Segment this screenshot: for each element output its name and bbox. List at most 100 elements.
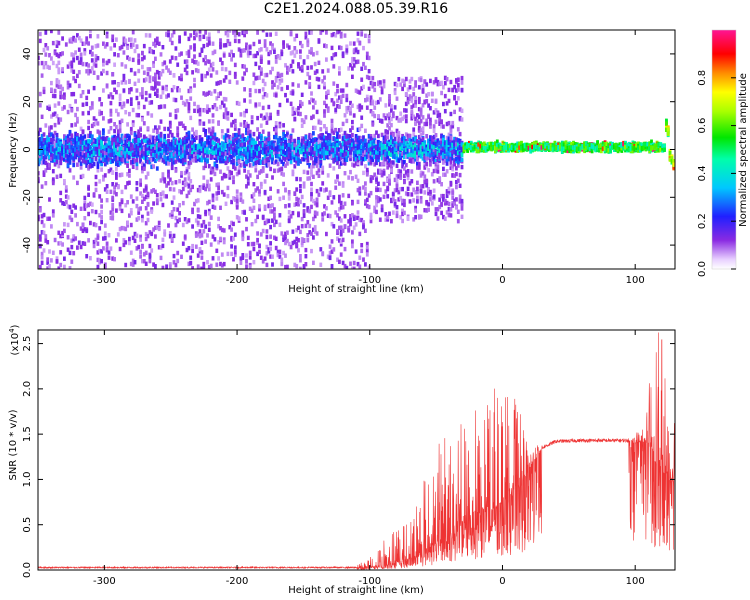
spectrogram-cell <box>330 147 334 153</box>
spectrogram-cell <box>339 34 343 39</box>
spectrogram-cell <box>213 132 217 137</box>
spectrogram-cell <box>286 238 289 244</box>
spectrogram-cell <box>297 136 300 142</box>
spectrogram-cell <box>180 170 183 176</box>
spectrogram-cell <box>116 136 120 142</box>
spectrogram-cell <box>332 195 336 200</box>
spectrogram-cell <box>339 127 343 132</box>
spectrogram-cell <box>144 97 148 102</box>
spectrogram-cell <box>105 60 109 66</box>
spectrogram-cell <box>100 143 103 148</box>
spectrogram-cell <box>239 260 243 265</box>
spectrogram-cell <box>168 146 172 151</box>
spectrogram-cell <box>230 112 233 118</box>
spectrogram-cell <box>113 151 116 156</box>
spectrogram-cell <box>345 93 349 99</box>
spectrogram-cell <box>102 116 105 121</box>
spectrogram-cell <box>267 157 271 162</box>
spectrogram-cell <box>386 123 390 128</box>
spectrogram-cell <box>300 142 304 148</box>
spectrogram-cell <box>248 92 252 98</box>
spectrogram-cell <box>53 50 57 56</box>
spectrogram-cell <box>280 150 284 155</box>
spectrogram-cell <box>265 234 269 240</box>
spectrogram-cell <box>356 158 360 163</box>
spectrogram-cell <box>178 158 181 163</box>
spectrogram-cell <box>220 141 224 147</box>
spectrogram-cell <box>291 69 295 74</box>
spectrogram-cell <box>61 230 64 236</box>
spectrogram-cell <box>189 187 193 193</box>
spectrogram-cell <box>300 194 304 200</box>
spectrogram-cell <box>334 185 338 190</box>
spectrogram-cell <box>44 147 48 152</box>
spectrogram-cell <box>233 138 237 143</box>
spectrogram-cell <box>131 199 135 204</box>
spectrogram-cell <box>325 129 328 134</box>
spectrogram-cell <box>284 163 287 168</box>
spectrogram-cell <box>124 146 128 152</box>
spectrogram-cell <box>276 54 280 59</box>
spectrogram-cell <box>358 155 362 160</box>
spectrogram-cell <box>339 252 343 257</box>
spectrogram-cell <box>308 150 312 155</box>
spectrogram-cell <box>50 56 53 61</box>
spectrogram-cell <box>113 185 116 190</box>
spectrogram-cell <box>375 199 378 204</box>
spectrogram-cell <box>172 137 176 142</box>
spectrogram-cell <box>193 30 196 36</box>
spectrogram-cell <box>313 100 317 105</box>
spectrogram-cell <box>196 108 200 114</box>
spectrogram-cell <box>235 136 239 142</box>
spectrogram-cell <box>209 138 213 143</box>
spectrogram-cell <box>377 114 380 119</box>
spectrogram-cell <box>79 146 83 152</box>
spectrogram-cell <box>286 152 289 158</box>
spectrogram-cell <box>233 232 237 237</box>
spectrogram-cell <box>321 79 325 84</box>
spectrogram-cell <box>250 120 254 125</box>
spectrogram-cell <box>371 141 375 146</box>
spectrogram-cell <box>267 247 271 252</box>
spectrogram-cell <box>310 115 313 121</box>
spectrogram-cell <box>55 113 59 119</box>
spectrogram-cell <box>241 199 245 204</box>
spectrogram-cell <box>209 63 213 68</box>
spectrogram-cell <box>79 151 83 157</box>
spectrogram-cell <box>128 143 131 148</box>
spectrogram-cell <box>265 157 269 162</box>
spectrogram-cell <box>185 64 189 69</box>
spectrogram-cell <box>241 30 245 36</box>
spectrogram-cell <box>233 71 237 77</box>
spectrogram-cell <box>237 101 241 106</box>
spectrogram-cell <box>170 210 174 215</box>
spectrogram-cell <box>87 133 90 139</box>
spectrogram-cell <box>124 64 128 69</box>
spectrogram-cell <box>282 123 285 128</box>
spectrogram-cell <box>323 75 326 80</box>
spectrogram-cell <box>269 224 272 230</box>
spectrogram-cell <box>278 222 282 227</box>
spectrogram-cell <box>178 88 181 93</box>
spectrogram-cell <box>165 150 168 155</box>
spectrogram-cell <box>139 150 142 155</box>
spectrogram-cell <box>371 75 375 81</box>
spectrogram-cell <box>94 209 98 215</box>
spectrogram-cell <box>336 153 339 159</box>
spectrogram-cell <box>155 142 159 147</box>
spectrogram-cell <box>109 92 113 97</box>
spectrogram-cell <box>204 55 207 60</box>
spectrogram-cell <box>183 154 187 159</box>
spectrogram-cell <box>276 109 280 115</box>
spectrogram-cell <box>107 141 111 146</box>
spectrogram-cell <box>204 108 207 113</box>
spectrogram-cell <box>57 117 61 122</box>
spectrogram-cell <box>50 132 53 137</box>
spectrogram-cell <box>57 241 61 246</box>
spectrogram-cell <box>79 226 83 231</box>
spectrogram-cell <box>284 134 287 139</box>
spectrogram-cell <box>323 85 326 90</box>
spectrogram-cell <box>365 248 369 253</box>
spectrogram-cell <box>351 56 354 62</box>
spectrogram-cell <box>165 264 168 269</box>
